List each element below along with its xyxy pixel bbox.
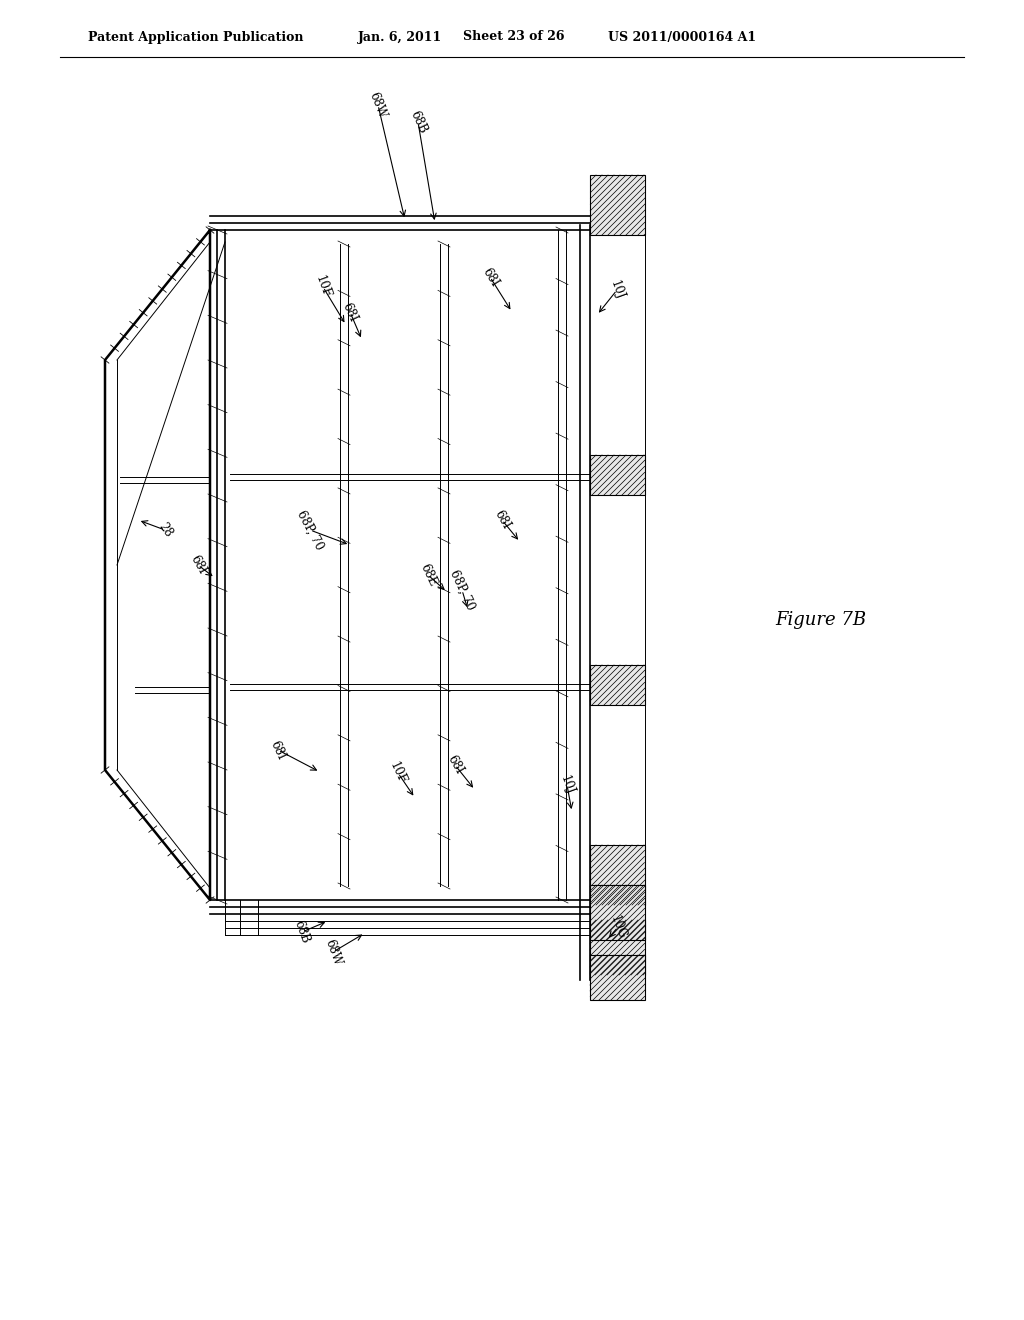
Text: 68I: 68I — [492, 508, 513, 532]
Text: 10J: 10J — [557, 774, 577, 796]
Text: US 2011/0000164 A1: US 2011/0000164 A1 — [608, 30, 756, 44]
Polygon shape — [590, 845, 645, 906]
Text: 10F: 10F — [387, 760, 409, 787]
Text: 10G: 10G — [608, 913, 629, 941]
Text: 10F: 10F — [313, 275, 333, 300]
Polygon shape — [590, 920, 645, 975]
Text: Patent Application Publication: Patent Application Publication — [88, 30, 303, 44]
Text: 68I: 68I — [444, 754, 466, 776]
Text: 68B: 68B — [292, 919, 312, 945]
Polygon shape — [590, 665, 645, 705]
Polygon shape — [590, 176, 645, 235]
Text: 68B: 68B — [408, 108, 429, 136]
Text: 28: 28 — [156, 520, 174, 540]
Text: 68I: 68I — [187, 553, 209, 577]
Text: Sheet 23 of 26: Sheet 23 of 26 — [463, 30, 564, 44]
Text: Jan. 6, 2011: Jan. 6, 2011 — [358, 30, 442, 44]
Text: 68P, 70: 68P, 70 — [294, 508, 326, 552]
Text: 10J: 10J — [607, 279, 627, 301]
Text: Figure 7B: Figure 7B — [775, 611, 866, 630]
Polygon shape — [590, 884, 645, 940]
Text: 68E: 68E — [417, 561, 439, 589]
Text: 68I: 68I — [268, 738, 288, 762]
Text: 68I: 68I — [340, 301, 360, 323]
Polygon shape — [590, 455, 645, 495]
Text: 68I: 68I — [479, 265, 501, 289]
Text: 68P, 70: 68P, 70 — [447, 568, 477, 612]
Text: 68W: 68W — [323, 937, 344, 968]
Text: 68W: 68W — [367, 90, 389, 120]
Polygon shape — [590, 954, 645, 1001]
